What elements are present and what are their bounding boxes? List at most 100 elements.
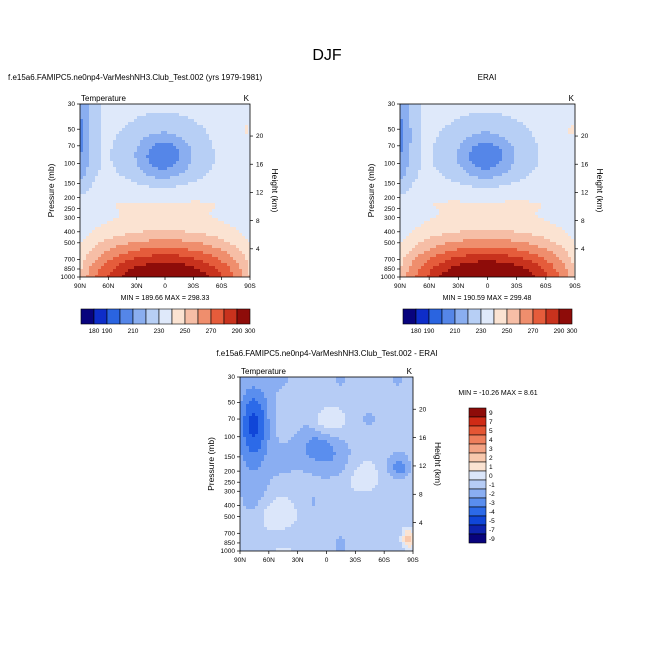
y-tick-label: 400 — [64, 229, 75, 236]
colorbar-label: 300 — [567, 328, 578, 335]
y-axis-label: Pressure (mb) — [46, 163, 56, 217]
colorbar-box — [132, 308, 147, 325]
y-tick-label: 1000 — [61, 274, 76, 281]
colorbar-box — [184, 308, 199, 325]
colorbar-box — [468, 506, 487, 517]
y-right-tick-label: 16 — [419, 435, 427, 442]
y-tick-label: 500 — [64, 240, 75, 247]
y-right-tick-label: 16 — [256, 161, 264, 168]
x-tick-label: 90N — [74, 283, 86, 290]
colorbar-box — [468, 416, 487, 427]
colorbar-label: 3 — [489, 446, 493, 453]
colorbar-box — [223, 308, 238, 325]
x-tick-label: 90S — [569, 283, 581, 290]
contour-field — [400, 104, 575, 277]
colorbar-label: -1 — [489, 482, 495, 489]
colorbar-box — [415, 308, 430, 325]
colorbar-box — [519, 308, 534, 325]
x-tick-label: 60N — [423, 283, 435, 290]
left-string: Temperature — [81, 94, 126, 103]
x-tick-label: 60S — [378, 557, 390, 564]
colorbar-label: 210 — [450, 328, 461, 335]
y-tick-label: 70 — [388, 143, 396, 150]
colorbar-box — [236, 308, 251, 325]
y-right-tick-label: 20 — [256, 133, 264, 140]
colorbar-label: 250 — [502, 328, 513, 335]
colorbar-label: 300 — [245, 328, 256, 335]
colorbar-box — [428, 308, 443, 325]
colorbar-label: 190 — [424, 328, 435, 335]
x-tick-label: 60S — [540, 283, 552, 290]
x-tick-label: 60N — [102, 283, 114, 290]
y-tick-label: 200 — [384, 195, 395, 202]
colorbar-box — [119, 308, 134, 325]
colorbar-box — [468, 479, 487, 490]
y-right-tick-label: 20 — [419, 406, 427, 413]
colorbar-label: 0 — [489, 473, 493, 480]
colorbar-box — [158, 308, 173, 325]
y-tick-label: 30 — [228, 374, 236, 381]
panel-title: f.e15a6.FAMIPC5.ne0np4-VarMeshNH3.Club_T… — [8, 73, 263, 82]
colorbar-box — [468, 470, 487, 481]
colorbar-box — [493, 308, 508, 325]
colorbar-box — [532, 308, 547, 325]
colorbar-label: 4 — [489, 437, 493, 444]
colorbar-label: 230 — [476, 328, 487, 335]
colorbar-box — [506, 308, 521, 325]
x-tick-label: 90S — [407, 557, 419, 564]
colorbar-box — [545, 308, 560, 325]
y-tick-label: 850 — [224, 540, 235, 547]
panel-obs: ERAI 90N 60N 30N 0 30S 60S 90S 30 50 70 100 150 200 25… — [366, 73, 605, 335]
y-tick-label: 500 — [384, 240, 395, 247]
y-tick-label: 100 — [224, 434, 235, 441]
y-tick-label: 70 — [228, 416, 236, 423]
colorbar-label: -5 — [489, 518, 495, 525]
colorbar-label: 180 — [411, 328, 422, 335]
y-right-tick-label: 16 — [581, 161, 589, 168]
colorbar-box — [480, 308, 495, 325]
y-tick-label: 150 — [64, 181, 75, 188]
colorbar-box — [468, 443, 487, 454]
colorbar-label: -4 — [489, 509, 495, 516]
panel-title: f.e15a6.FAMIPC5.ne0np4-VarMeshNH3.Club_T… — [216, 349, 437, 358]
min-max-label: MIN = 190.59 MAX = 299.48 — [443, 295, 532, 302]
y-right-tick-label: 8 — [256, 218, 260, 225]
colorbar-label: 230 — [154, 328, 165, 335]
x-tick-label: 90N — [234, 557, 246, 564]
panel-model: f.e15a6.FAMIPC5.ne0np4-VarMeshNH3.Club_T… — [8, 73, 280, 335]
colorbar-box — [93, 308, 108, 325]
figure-title: DJF — [312, 47, 342, 64]
colorbar-label: 290 — [232, 328, 243, 335]
y-tick-label: 400 — [384, 229, 395, 236]
y-tick-label: 500 — [224, 514, 235, 521]
colorbar-label: 7 — [489, 419, 493, 426]
right-string: K — [407, 367, 413, 376]
colorbar-label: 210 — [128, 328, 139, 335]
y-tick-label: 30 — [388, 101, 396, 108]
y-axis-label: Pressure (mb) — [366, 163, 376, 217]
left-string: Temperature — [241, 367, 286, 376]
colorbar-label: 180 — [89, 328, 100, 335]
x-tick-label: 0 — [486, 283, 490, 290]
min-max-label: MIN = -10.26 MAX = 8.61 — [458, 390, 537, 397]
colorbar-box — [80, 308, 95, 325]
colorbar-box — [454, 308, 469, 325]
min-max-label: MIN = 189.66 MAX = 298.33 — [121, 295, 210, 302]
x-tick-label: 30N — [292, 557, 304, 564]
x-tick-label: 30N — [131, 283, 143, 290]
colorbar-box — [210, 308, 225, 325]
colorbar-label: 190 — [102, 328, 113, 335]
y-right-tick-label: 8 — [419, 491, 423, 498]
y-right-axis-label: Height (km) — [595, 169, 605, 213]
contour-field — [240, 377, 413, 551]
y-tick-label: 200 — [224, 468, 235, 475]
y-tick-label: 850 — [384, 266, 395, 273]
x-tick-label: 30S — [350, 557, 362, 564]
y-right-tick-label: 8 — [581, 218, 585, 225]
colorbar-label: 2 — [489, 455, 493, 462]
right-string: K — [244, 94, 250, 103]
colorbar-box — [106, 308, 121, 325]
colorbar-box — [468, 515, 487, 526]
y-right-tick-label: 4 — [581, 246, 585, 253]
